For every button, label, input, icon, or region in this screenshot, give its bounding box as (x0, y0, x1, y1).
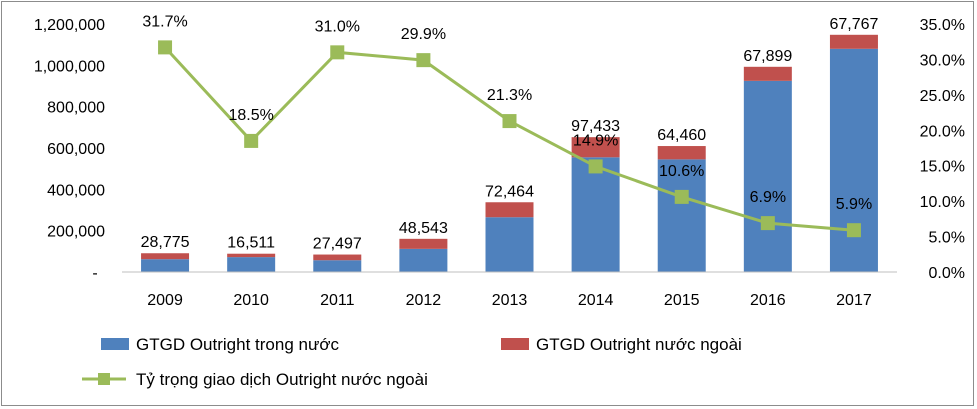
left-tick-label: 600,000 (47, 141, 105, 158)
bar-domestic (829, 48, 878, 272)
x-tick-label: 2010 (233, 292, 269, 309)
bar-labels-group: 28,775 16,511 27,497 48,543 72,464 97,433 64,4… (141, 16, 879, 253)
ratio-marker (416, 53, 431, 68)
ratio-marker (674, 189, 689, 204)
ratio-label: 14.9% (573, 132, 618, 149)
bar-foreign-label: 64,460 (657, 127, 706, 144)
bar-foreign (227, 253, 276, 258)
bar-domestic (141, 259, 190, 272)
bar-foreign (657, 146, 706, 160)
left-axis: - 200,000 400,000 600,000 800,000 1,000,000 1,… (34, 17, 105, 282)
ratio-marker (846, 223, 861, 238)
left-tick-label: 200,000 (47, 224, 105, 241)
ratio-label: 6.9% (750, 189, 786, 206)
legend-label-domestic: GTGD Outright trong nước (136, 335, 339, 354)
left-tick-label: 1,000,000 (34, 58, 105, 75)
line-labels-group: 31.7% 18.5% 31.0% 29.9% 21.3% 14.9% 10.6% 6.9% 5… (142, 13, 872, 213)
legend: GTGD Outright trong nước GTGD Outright n… (82, 335, 742, 389)
x-axis: 2009 2010 2011 2012 2013 2014 2015 2016 2017 (122, 271, 897, 309)
ratio-marker (158, 40, 173, 55)
ratio-marker (244, 133, 259, 148)
bar-domestic (743, 80, 792, 272)
bar-domestic (571, 157, 620, 272)
ratio-label: 5.9% (836, 196, 872, 213)
bar-foreign-label: 48,543 (399, 220, 448, 237)
ratio-label: 10.6% (659, 163, 704, 180)
x-tick-label: 2015 (664, 292, 700, 309)
bar-domestic (485, 217, 534, 272)
bar-domestic (657, 159, 706, 272)
ratio-marker (588, 159, 603, 174)
bar-domestic (399, 248, 448, 272)
bar-foreign (485, 202, 534, 218)
bar-foreign-label: 67,899 (743, 48, 792, 65)
bar-foreign (743, 66, 792, 81)
legend-marker-ratio (98, 373, 110, 385)
bar-foreign (829, 34, 878, 49)
legend-swatch-foreign (501, 338, 529, 350)
right-tick-label: 5.0% (929, 230, 965, 247)
ratio-marker (330, 45, 345, 60)
bar-foreign-label: 97,433 (571, 118, 620, 135)
bar-foreign (399, 238, 448, 249)
bar-foreign (313, 254, 362, 261)
x-tick-label: 2014 (578, 292, 614, 309)
ratio-marker (502, 114, 517, 129)
left-tick-label: 1,200,000 (34, 17, 105, 34)
bar-foreign-label: 28,775 (141, 234, 190, 251)
left-tick-label: 800,000 (47, 100, 105, 117)
right-tick-label: 30.0% (920, 52, 965, 69)
right-tick-label: 35.0% (920, 17, 965, 34)
legend-swatch-domestic (101, 338, 129, 350)
ratio-label: 21.3% (487, 87, 532, 104)
x-tick-label: 2013 (492, 292, 528, 309)
x-tick-label: 2017 (836, 292, 872, 309)
right-axis: 0.0% 5.0% 10.0% 15.0% 20.0% 25.0% 30.0% 35.0% (920, 17, 965, 282)
bar-foreign-label: 16,511 (227, 235, 275, 252)
ratio-label: 29.9% (401, 26, 446, 43)
bar-foreign-label: 27,497 (313, 236, 362, 253)
bar-foreign-label: 67,767 (829, 16, 878, 33)
line-group (158, 40, 861, 238)
ratio-label: 18.5% (228, 107, 273, 124)
left-tick-label: - (92, 265, 97, 282)
left-tick-label: 400,000 (47, 182, 105, 199)
ratio-marker (760, 216, 775, 231)
right-tick-label: 15.0% (920, 159, 965, 176)
legend-label-foreign: GTGD Outright nước ngoài (536, 335, 742, 354)
x-tick-label: 2016 (750, 292, 786, 309)
right-tick-label: 25.0% (920, 88, 965, 105)
ratio-label: 31.7% (142, 13, 187, 30)
bar-foreign (141, 253, 190, 260)
bar-foreign (571, 137, 620, 158)
x-tick-label: 2011 (320, 292, 355, 309)
x-tick-label: 2009 (147, 292, 183, 309)
ratio-label: 31.0% (315, 18, 360, 35)
bar-domestic (227, 257, 276, 272)
bars-group (141, 34, 878, 272)
right-tick-label: 10.0% (920, 194, 965, 211)
bar-foreign-label: 72,464 (485, 183, 534, 200)
right-tick-label: 0.0% (929, 265, 965, 282)
x-tick-label: 2012 (406, 292, 442, 309)
bar-domestic (313, 260, 362, 272)
right-tick-label: 20.0% (920, 123, 965, 140)
legend-label-ratio: Tỷ trọng giao dịch Outright nước ngoài (136, 370, 428, 389)
